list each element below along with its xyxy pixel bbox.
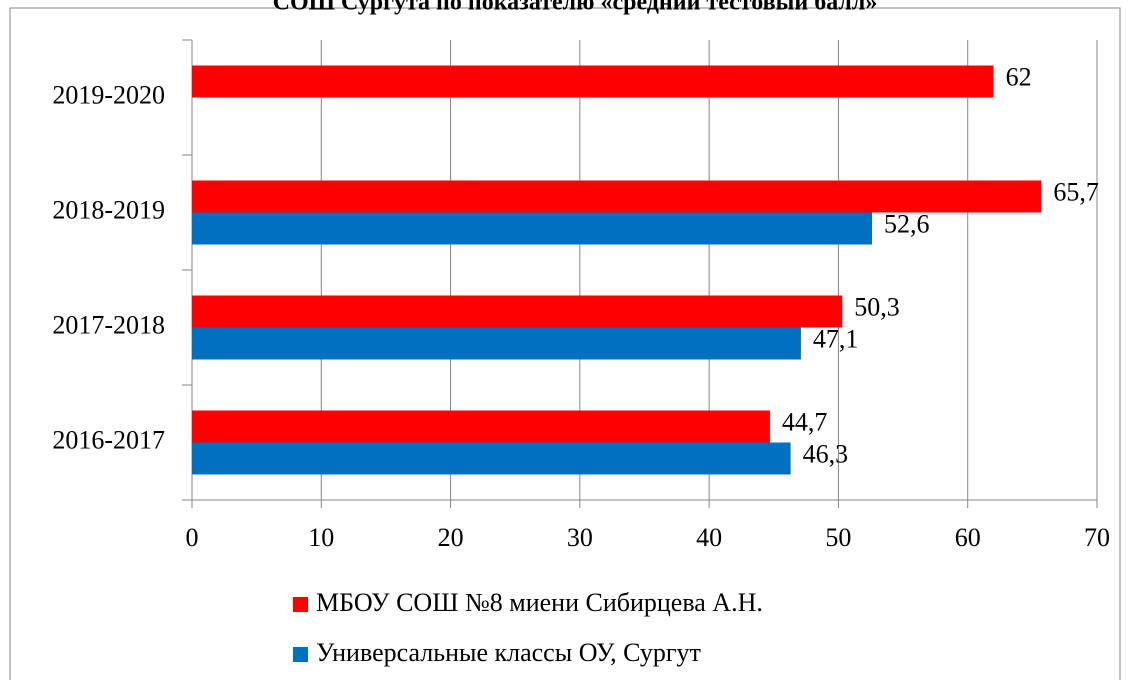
data-label: 47,1	[813, 324, 859, 353]
y-tick-label: 2018-2019	[52, 195, 165, 224]
bar	[192, 65, 994, 98]
bar	[192, 442, 791, 475]
legend-swatch	[293, 597, 308, 612]
chart-frame	[9, 7, 1121, 680]
x-tick-label: 0	[186, 523, 199, 552]
bar	[192, 180, 1042, 213]
y-tick-label: 2019-2020	[52, 80, 165, 109]
x-tick-label: 60	[955, 523, 981, 552]
bar	[192, 327, 801, 360]
legend-label: МБОУ СОШ №8 миени Сибирцева А.Н.	[316, 588, 763, 617]
legend-swatch	[293, 647, 308, 662]
x-tick-label: 20	[438, 523, 464, 552]
data-label: 46,3	[803, 439, 849, 468]
data-label: 52,6	[884, 209, 930, 238]
x-tick-label: 40	[696, 523, 722, 552]
x-tick-label: 10	[308, 523, 334, 552]
x-tick-label: 30	[567, 523, 593, 552]
y-tick-label: 2017-2018	[52, 310, 165, 339]
data-label: 65,7	[1053, 177, 1099, 206]
data-label: 50,3	[854, 292, 900, 321]
x-tick-label: 50	[825, 523, 851, 552]
chart-title: СОШ Сургута по показателю «средний тесто…	[273, 0, 878, 16]
bar	[192, 212, 873, 245]
x-tick-label: 70	[1084, 523, 1110, 552]
data-label: 62	[1006, 62, 1032, 91]
data-label: 44,7	[782, 407, 828, 436]
bar	[192, 410, 770, 443]
legend-label: Универсальные классы ОУ, Сургут	[316, 638, 701, 667]
bar	[192, 295, 843, 328]
y-tick-label: 2016-2017	[52, 425, 165, 454]
